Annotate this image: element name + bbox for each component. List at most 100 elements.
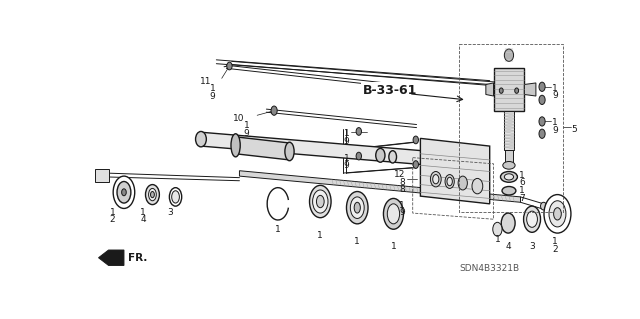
Text: 9: 9 (552, 92, 558, 100)
Polygon shape (99, 250, 124, 265)
Ellipse shape (389, 151, 397, 163)
Text: 8: 8 (399, 185, 405, 194)
Ellipse shape (541, 202, 547, 210)
Ellipse shape (383, 198, 403, 229)
Text: 4: 4 (506, 242, 511, 251)
Polygon shape (524, 83, 536, 96)
Ellipse shape (539, 82, 545, 92)
Ellipse shape (493, 222, 502, 236)
Text: 9: 9 (344, 161, 349, 170)
Ellipse shape (502, 187, 516, 195)
Text: B-33-61: B-33-61 (363, 84, 417, 97)
Ellipse shape (458, 176, 467, 190)
Polygon shape (486, 83, 493, 96)
Ellipse shape (387, 204, 399, 224)
Ellipse shape (271, 106, 277, 115)
Polygon shape (420, 138, 490, 204)
Text: 11: 11 (200, 77, 211, 86)
Text: 1: 1 (244, 122, 250, 130)
Text: 6: 6 (519, 178, 525, 188)
Ellipse shape (113, 176, 135, 208)
Ellipse shape (148, 189, 156, 201)
Text: 1: 1 (519, 171, 525, 180)
Text: 1: 1 (495, 235, 500, 244)
Ellipse shape (316, 195, 324, 208)
Ellipse shape (431, 172, 441, 187)
Text: 1: 1 (317, 231, 323, 240)
Polygon shape (95, 169, 109, 182)
Text: 1: 1 (552, 84, 558, 93)
Ellipse shape (544, 195, 571, 233)
Ellipse shape (554, 208, 561, 220)
Ellipse shape (500, 172, 517, 182)
Text: 9: 9 (552, 126, 558, 135)
Text: 1: 1 (344, 129, 349, 138)
Ellipse shape (346, 191, 368, 224)
Ellipse shape (539, 117, 545, 126)
Ellipse shape (515, 88, 518, 93)
Text: 1: 1 (275, 225, 281, 234)
Text: SDN4B3321B: SDN4B3321B (459, 264, 519, 273)
Text: 2: 2 (552, 245, 558, 254)
Ellipse shape (413, 136, 419, 144)
Text: 1: 1 (355, 237, 360, 246)
Ellipse shape (539, 95, 545, 105)
Text: 1: 1 (399, 201, 405, 210)
Ellipse shape (227, 62, 232, 70)
Ellipse shape (504, 49, 513, 61)
Text: 3: 3 (167, 208, 173, 217)
Text: 1: 1 (552, 118, 558, 127)
Ellipse shape (117, 182, 131, 203)
Polygon shape (493, 68, 524, 111)
Ellipse shape (539, 129, 545, 138)
Ellipse shape (504, 174, 513, 180)
Text: 9: 9 (244, 129, 250, 138)
Ellipse shape (145, 185, 159, 204)
Ellipse shape (354, 202, 360, 213)
Text: 1: 1 (344, 154, 349, 163)
Ellipse shape (356, 128, 362, 135)
Ellipse shape (472, 178, 483, 194)
Ellipse shape (122, 189, 126, 196)
Ellipse shape (503, 161, 515, 169)
Ellipse shape (376, 148, 385, 162)
Ellipse shape (447, 177, 452, 186)
Text: 1: 1 (519, 186, 525, 195)
Ellipse shape (549, 201, 566, 227)
Ellipse shape (501, 213, 515, 233)
Text: 9: 9 (399, 208, 405, 218)
Text: 12: 12 (394, 170, 405, 179)
Text: 2: 2 (109, 215, 115, 224)
Polygon shape (505, 150, 513, 164)
Ellipse shape (170, 188, 182, 206)
Ellipse shape (527, 211, 538, 227)
Text: 1: 1 (390, 242, 396, 251)
Text: 9: 9 (344, 137, 349, 146)
Ellipse shape (356, 152, 362, 160)
Text: 1: 1 (210, 85, 216, 93)
Ellipse shape (499, 88, 503, 93)
Text: 4: 4 (140, 215, 146, 224)
Ellipse shape (310, 185, 331, 218)
Text: 1: 1 (552, 237, 558, 246)
Text: 8: 8 (399, 178, 405, 187)
Text: 7: 7 (519, 194, 525, 203)
Ellipse shape (285, 142, 294, 161)
Ellipse shape (150, 191, 154, 198)
Ellipse shape (433, 174, 439, 184)
Text: 5: 5 (572, 124, 577, 134)
Text: 1: 1 (140, 208, 146, 217)
Ellipse shape (350, 197, 364, 219)
Text: FR.: FR. (128, 253, 147, 263)
Text: 10: 10 (234, 114, 245, 123)
Ellipse shape (524, 206, 541, 232)
Polygon shape (504, 111, 515, 150)
Polygon shape (236, 137, 289, 160)
Ellipse shape (231, 134, 240, 157)
Text: 9: 9 (210, 92, 216, 101)
Text: 3: 3 (529, 242, 535, 251)
Ellipse shape (172, 191, 179, 203)
Text: 1: 1 (109, 208, 115, 217)
Ellipse shape (312, 190, 328, 213)
Polygon shape (201, 132, 459, 168)
